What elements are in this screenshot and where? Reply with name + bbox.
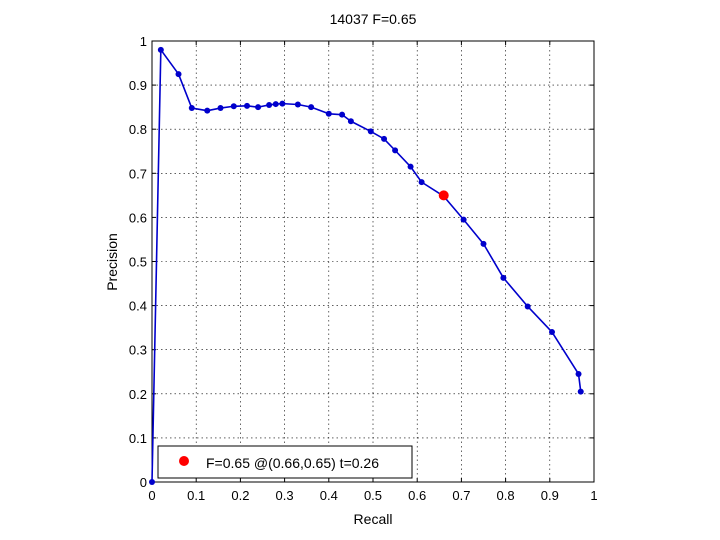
legend-box [157,445,413,479]
x-tick-labels: 0 0.1 0.2 0.3 0.4 0.5 0.6 0.7 0.8 0.9 1 [148,488,597,503]
legend: F=0.65 @(0.66,0.65) t=0.26 [157,445,413,479]
data-point [460,216,467,223]
x-tick-label: 1 [590,488,597,503]
legend-marker [179,456,189,466]
data-point [204,107,211,114]
y-tick-label: 1 [140,34,147,49]
data-point [347,118,354,125]
x-tick-label: 0.6 [408,488,426,503]
data-point [480,240,487,247]
y-tick-label: 0.1 [129,431,147,446]
data-point [279,100,286,107]
data-point [500,274,507,281]
data-point [175,71,182,78]
series [149,46,584,485]
data-point [266,101,273,108]
data-point [244,102,251,109]
data-point [217,105,224,112]
x-tick-label: 0.2 [231,488,249,503]
y-tick-label: 0.6 [129,210,147,225]
best-f-point [438,190,449,201]
x-tick-label: 0.7 [452,488,470,503]
data-point [308,104,315,111]
x-tick-label: 0.9 [541,488,559,503]
chart-title: 14037 F=0.65 [330,11,417,27]
data-point [524,303,531,310]
x-tick-label: 0 [148,488,155,503]
data-point [255,104,262,111]
y-tick-label: 0 [140,475,147,490]
data-point [577,388,584,395]
highlight [438,190,449,201]
y-tick-labels: 0 0.1 0.2 0.3 0.4 0.5 0.6 0.7 0.8 0.9 1 [129,34,147,490]
x-tick-label: 0.1 [187,488,205,503]
y-tick-label: 0.3 [129,343,147,358]
x-tick-label: 0.3 [276,488,294,503]
data-point [149,479,155,485]
data-point [407,163,414,170]
data-point [188,105,195,112]
data-point [325,110,332,117]
x-tick-label: 0.8 [497,488,515,503]
data-point [294,101,301,108]
data-point [230,103,237,110]
data-point [392,147,399,154]
data-point [381,135,388,142]
legend-label: F=0.65 @(0.66,0.65) t=0.26 [206,455,379,471]
data-point [418,179,425,186]
y-tick-label: 0.8 [129,122,147,137]
y-tick-label: 0.9 [129,78,147,93]
y-tick-label: 0.2 [129,387,147,402]
data-point [367,128,374,135]
data-point [575,370,582,377]
y-tick-label: 0.5 [129,255,147,270]
x-axis-label: Recall [354,511,393,527]
y-tick-label: 0.4 [129,299,147,314]
y-axis-label: Precision [104,233,120,291]
data-point [157,46,164,53]
data-point [549,329,556,336]
data-point [272,101,279,108]
y-tick-label: 0.7 [129,166,147,181]
x-tick-label: 0.4 [320,488,338,503]
data-point [339,111,346,118]
x-tick-label: 0.5 [364,488,382,503]
